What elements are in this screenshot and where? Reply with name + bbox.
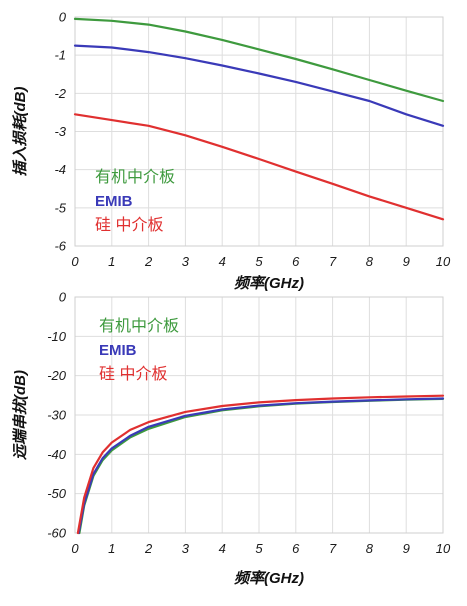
x-axis-title: 频率(GHz) bbox=[234, 274, 304, 292]
x-tick-label: 6 bbox=[292, 254, 300, 269]
series-line-3 bbox=[76, 394, 445, 535]
x-tick-label: 4 bbox=[219, 541, 226, 556]
y-tick-label: -2 bbox=[54, 86, 66, 101]
y-tick-label: 0 bbox=[59, 10, 67, 25]
y-tick-label: -10 bbox=[47, 329, 67, 344]
x-tick-label: 7 bbox=[329, 541, 337, 556]
x-tick-label: 8 bbox=[366, 541, 374, 556]
y-tick-label: -3 bbox=[54, 124, 66, 139]
y-tick-label: -4 bbox=[54, 162, 66, 177]
x-tick-label: 3 bbox=[182, 254, 190, 269]
legend-label-3: 硅 中介板 bbox=[95, 216, 163, 234]
x-tick-label: 0 bbox=[71, 541, 79, 556]
series-line-3 bbox=[73, 113, 445, 221]
x-tick-label: 8 bbox=[366, 254, 374, 269]
legend-label-2: EMIB bbox=[99, 342, 137, 359]
y-tick-label: -1 bbox=[54, 48, 66, 63]
x-tick-label: 4 bbox=[219, 254, 226, 269]
y-tick-label: -5 bbox=[54, 200, 66, 215]
y-axis-title: 远端串扰(dB) bbox=[12, 370, 29, 460]
y-tick-label: -6 bbox=[54, 239, 66, 254]
x-axis-title: 频率(GHz) bbox=[234, 569, 304, 587]
chart-panel-2: 0 1 2 3 4 5 6 7 8 9 10 0 -10 -20 -30 -40 -50 -60 频率(GHz) 远端… bbox=[12, 290, 451, 588]
plot-frame bbox=[74, 296, 444, 534]
series-line-2 bbox=[77, 397, 445, 535]
legend-label-1: 有机中介板 bbox=[95, 168, 175, 186]
x-tick-label: 5 bbox=[255, 254, 263, 269]
legend-label-2: EMIB bbox=[95, 193, 133, 210]
y-tick-label: -20 bbox=[47, 368, 67, 383]
x-tick-label: 10 bbox=[436, 541, 451, 556]
legend-label-3: 硅 中介板 bbox=[99, 365, 167, 383]
chart-panel-1: 0 1 2 3 4 5 6 7 8 9 10 0 -1 -2 -3 -4 -5 -6 频率(GHz) 插入损耗(dB)… bbox=[12, 10, 451, 293]
y-tick-label: -30 bbox=[47, 408, 67, 423]
x-tick-label: 9 bbox=[403, 541, 410, 556]
y-tick-label: 0 bbox=[59, 290, 67, 305]
y-axis-title: 插入损耗(dB) bbox=[12, 87, 29, 177]
series-line-1 bbox=[78, 397, 445, 535]
x-tick-label: 10 bbox=[436, 254, 451, 269]
y-tick-label: -50 bbox=[47, 486, 67, 501]
x-tick-label: 1 bbox=[108, 541, 115, 556]
plot-frame bbox=[74, 16, 444, 247]
y-tick-label: -40 bbox=[47, 447, 67, 462]
x-tick-label: 9 bbox=[403, 254, 410, 269]
legend-label-1: 有机中介板 bbox=[99, 317, 179, 335]
x-tick-label: 3 bbox=[182, 541, 190, 556]
series-line-2 bbox=[73, 44, 445, 127]
y-tick-label: -60 bbox=[47, 526, 67, 541]
x-tick-label: 2 bbox=[144, 541, 153, 556]
x-tick-label: 2 bbox=[144, 254, 153, 269]
x-tick-label: 1 bbox=[108, 254, 115, 269]
x-tick-label: 0 bbox=[71, 254, 79, 269]
x-tick-label: 5 bbox=[255, 541, 263, 556]
x-tick-label: 6 bbox=[292, 541, 300, 556]
series-line-1 bbox=[73, 17, 445, 103]
x-tick-label: 7 bbox=[329, 254, 337, 269]
